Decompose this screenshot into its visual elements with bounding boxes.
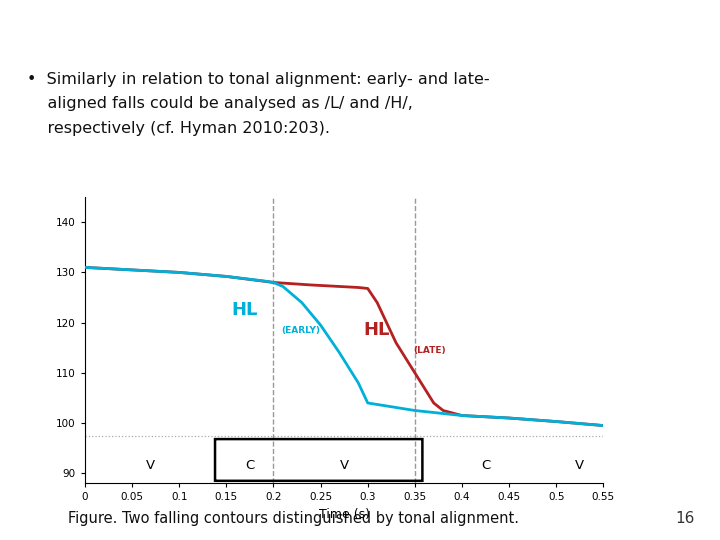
Text: HL: HL <box>231 301 258 319</box>
Text: (LATE): (LATE) <box>413 346 446 355</box>
Text: (EARLY): (EARLY) <box>281 326 320 335</box>
Text: respectively (cf. Hyman 2010:203).: respectively (cf. Hyman 2010:203). <box>27 120 330 136</box>
Text: aligned falls could be analysed as /L/ and /H/,: aligned falls could be analysed as /L/ a… <box>27 96 413 111</box>
Text: •  Similarly in relation to tonal alignment: early- and late-: • Similarly in relation to tonal alignme… <box>27 72 490 87</box>
Text: 16: 16 <box>675 511 695 526</box>
Text: The next step: The next step <box>13 21 175 40</box>
Text: V: V <box>146 459 156 472</box>
Text: C: C <box>481 459 490 472</box>
Text: C: C <box>246 459 255 472</box>
X-axis label: Time (s): Time (s) <box>319 508 369 521</box>
Text: V: V <box>575 459 585 472</box>
Text: HL: HL <box>363 321 390 339</box>
Text: V: V <box>340 459 348 472</box>
Text: Figure. Two falling contours distinguished by tonal alignment.: Figure. Two falling contours distinguish… <box>68 511 519 526</box>
